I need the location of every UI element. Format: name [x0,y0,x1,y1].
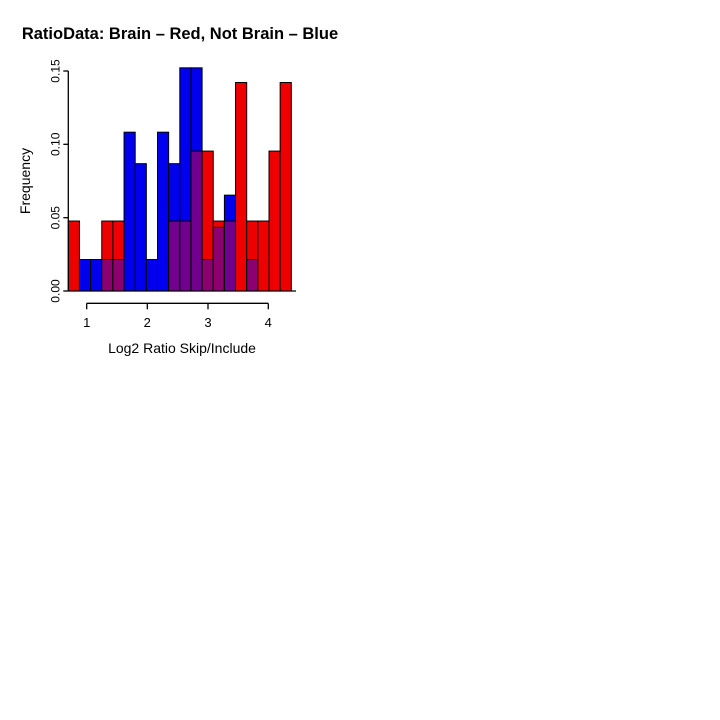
svg-text:Frequency: Frequency [17,148,33,214]
svg-text:2: 2 [144,315,151,330]
svg-text:0.00: 0.00 [48,279,62,303]
svg-text:4: 4 [265,315,272,330]
svg-text:0.15: 0.15 [48,59,62,83]
svg-text:Log2 Ratio Skip/Include: Log2 Ratio Skip/Include [108,340,256,356]
svg-text:3: 3 [204,315,211,330]
svg-text:0.10: 0.10 [48,132,62,156]
svg-text:0.05: 0.05 [48,206,62,230]
svg-text:1: 1 [83,315,90,330]
